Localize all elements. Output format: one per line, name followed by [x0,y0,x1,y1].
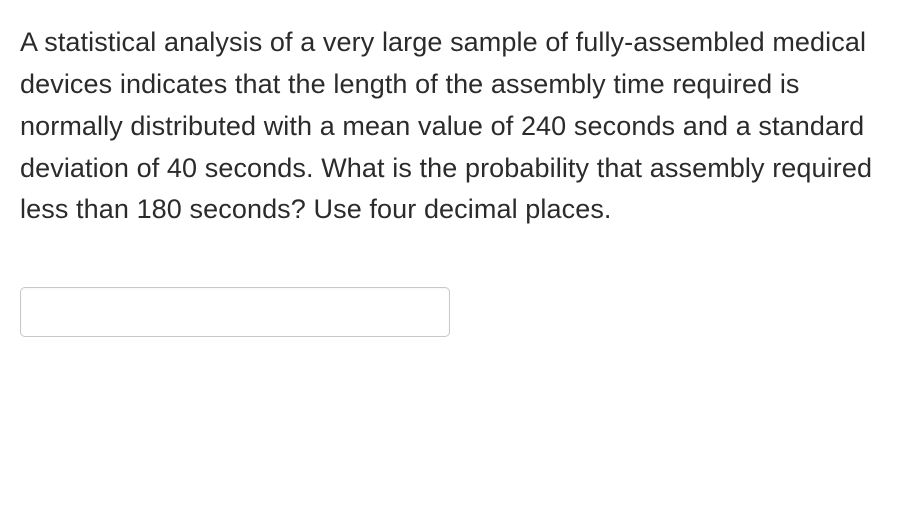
answer-input[interactable] [20,287,450,337]
question-text: A statistical analysis of a very large s… [20,22,888,231]
answer-row [20,287,888,337]
question-container: A statistical analysis of a very large s… [0,0,916,337]
